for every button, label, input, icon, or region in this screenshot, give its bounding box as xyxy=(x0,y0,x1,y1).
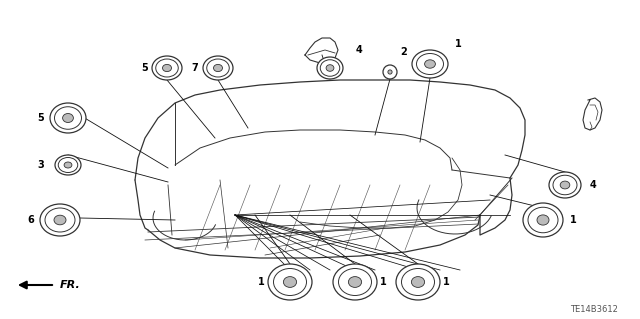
Ellipse shape xyxy=(163,64,172,71)
Text: FR.: FR. xyxy=(60,280,81,290)
Text: 1: 1 xyxy=(259,277,265,287)
Text: 5: 5 xyxy=(37,113,44,123)
Text: 1: 1 xyxy=(455,39,461,49)
Ellipse shape xyxy=(268,264,312,300)
Ellipse shape xyxy=(537,215,549,225)
Text: 1: 1 xyxy=(570,215,577,225)
Ellipse shape xyxy=(50,103,86,133)
Text: 7: 7 xyxy=(191,63,198,73)
Ellipse shape xyxy=(412,50,448,78)
Ellipse shape xyxy=(424,60,435,68)
Ellipse shape xyxy=(40,204,80,236)
Text: 6: 6 xyxy=(28,215,34,225)
Ellipse shape xyxy=(333,264,377,300)
Ellipse shape xyxy=(152,56,182,80)
Text: 1: 1 xyxy=(443,277,450,287)
Ellipse shape xyxy=(63,114,74,122)
Ellipse shape xyxy=(549,172,581,198)
Text: 3: 3 xyxy=(37,160,44,170)
Text: TE14B3612: TE14B3612 xyxy=(570,305,618,314)
Text: 4: 4 xyxy=(356,45,363,55)
Ellipse shape xyxy=(64,162,72,168)
Ellipse shape xyxy=(412,277,424,287)
Ellipse shape xyxy=(54,215,66,225)
Ellipse shape xyxy=(348,277,362,287)
Ellipse shape xyxy=(203,56,233,80)
Ellipse shape xyxy=(560,181,570,189)
Ellipse shape xyxy=(326,65,334,71)
Text: 5: 5 xyxy=(141,63,148,73)
Ellipse shape xyxy=(284,277,296,287)
Ellipse shape xyxy=(523,203,563,237)
Ellipse shape xyxy=(317,57,343,79)
Ellipse shape xyxy=(388,70,392,74)
Text: 2: 2 xyxy=(400,47,407,57)
Text: 4: 4 xyxy=(590,180,596,190)
Text: 1: 1 xyxy=(380,277,387,287)
Ellipse shape xyxy=(55,155,81,175)
Ellipse shape xyxy=(383,65,397,79)
Ellipse shape xyxy=(396,264,440,300)
Ellipse shape xyxy=(214,64,223,71)
